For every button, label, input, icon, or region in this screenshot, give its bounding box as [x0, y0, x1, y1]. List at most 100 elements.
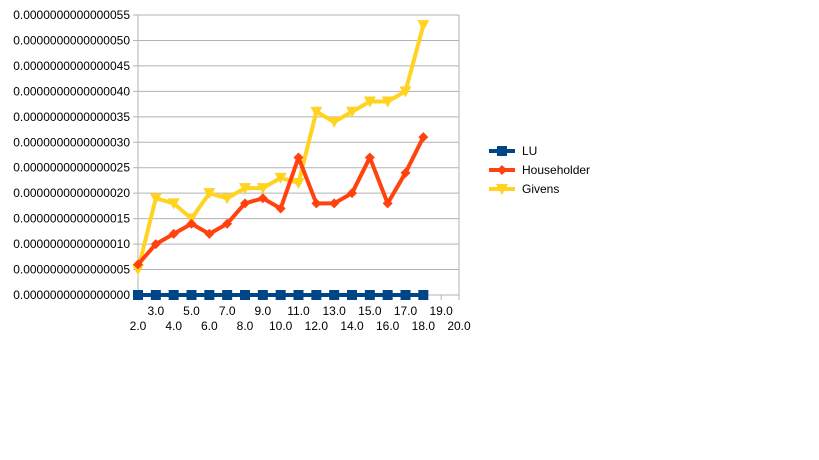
- data-point-lu: [186, 290, 197, 300]
- data-point-householder: [382, 198, 393, 209]
- x-tick-label: 20.0: [447, 319, 471, 333]
- x-tick-label: 6.0: [201, 319, 218, 333]
- data-point-householder: [275, 203, 286, 214]
- data-point-givens: [346, 106, 358, 118]
- data-point-householder: [133, 259, 143, 270]
- y-axis-tick-labels: 0.0000000000000000 0.0000000000000005 0.00…: [13, 8, 130, 302]
- data-point-lu: [204, 290, 215, 300]
- data-point-givens: [363, 96, 376, 108]
- data-point-lu: [364, 290, 375, 300]
- data-point-givens: [274, 172, 287, 184]
- data-point-householder: [418, 132, 429, 143]
- legend-item-lu: LU: [489, 144, 537, 158]
- y-tick-label: 0.0000000000000045: [13, 59, 130, 73]
- data-point-lu: [222, 290, 233, 300]
- data-point-householder: [222, 218, 233, 229]
- y-tick-label: 0.0000000000000030: [13, 135, 130, 149]
- data-point-givens: [132, 264, 144, 276]
- data-point-givens: [292, 178, 305, 189]
- series-layer: [132, 20, 430, 300]
- data-point-householder: [168, 228, 179, 239]
- y-tick-label: 0.0000000000000015: [13, 212, 130, 226]
- data-point-householder: [240, 198, 250, 209]
- x-tick-label: 19.0: [429, 304, 453, 318]
- y-tick-label: 0.0000000000000040: [13, 84, 130, 98]
- x-tick-label: 4.0: [165, 319, 182, 333]
- data-point-householder: [257, 193, 268, 204]
- legend-marker-givens: [496, 184, 508, 195]
- data-point-lu: [418, 290, 429, 300]
- legend-label-lu: LU: [522, 144, 537, 158]
- x-tick-label: 15.0: [358, 304, 382, 318]
- data-point-givens: [256, 183, 269, 195]
- series-lu: [133, 290, 429, 300]
- data-point-lu: [275, 290, 286, 300]
- series-givens: [132, 20, 430, 276]
- legend-label-givens: Givens: [522, 182, 559, 196]
- data-point-lu: [293, 290, 304, 300]
- y-tick-label: 0.0000000000000010: [13, 237, 130, 251]
- data-point-householder: [347, 188, 357, 199]
- data-point-householder: [204, 228, 215, 239]
- series-line-householder: [136, 136, 426, 266]
- x-tick-label: 13.0: [322, 304, 346, 318]
- data-point-lu: [240, 290, 250, 300]
- data-point-givens: [417, 20, 430, 32]
- data-point-lu: [150, 290, 161, 300]
- x-tick-label: 12.0: [305, 319, 329, 333]
- data-point-lu: [400, 290, 411, 300]
- y-tick-label: 0.0000000000000055: [13, 8, 130, 22]
- data-point-givens: [239, 183, 251, 195]
- x-tick-label: 7.0: [219, 304, 236, 318]
- data-point-lu: [257, 290, 268, 300]
- y-tick-label: 0.0000000000000005: [13, 263, 130, 277]
- data-point-givens: [399, 86, 412, 98]
- x-tick-label: 18.0: [412, 319, 436, 333]
- y-tick-label: 0.0000000000000025: [13, 161, 130, 175]
- data-point-givens: [381, 96, 394, 108]
- y-tick-label: 0.0000000000000020: [13, 186, 130, 200]
- data-point-householder: [311, 198, 322, 209]
- data-point-givens: [167, 198, 180, 210]
- y-tick-label: 0.0000000000000000: [13, 288, 130, 302]
- data-point-householder: [364, 152, 375, 163]
- x-tick-label: 14.0: [340, 319, 364, 333]
- data-point-lu: [133, 290, 143, 300]
- data-point-householder: [329, 198, 340, 209]
- data-point-householder: [150, 239, 161, 250]
- data-point-lu: [329, 290, 340, 300]
- data-point-lu: [382, 290, 393, 300]
- data-point-givens: [221, 193, 234, 205]
- x-tick-label: 16.0: [376, 319, 400, 333]
- x-axis-tick-labels: 2.03.04.05.06.07.08.09.010.011.012.013.0…: [130, 304, 471, 333]
- data-point-householder: [400, 167, 411, 178]
- data-point-givens: [310, 106, 323, 118]
- gridlines: [138, 14, 459, 296]
- x-tick-label: 8.0: [237, 319, 254, 333]
- x-tick-label: 5.0: [183, 304, 200, 318]
- x-tick-label: 3.0: [147, 304, 164, 318]
- x-tick-label: 10.0: [269, 319, 293, 333]
- data-point-lu: [168, 290, 179, 300]
- legend-item-householder: Householder: [489, 163, 590, 177]
- data-point-lu: [311, 290, 322, 300]
- series-householder: [133, 132, 429, 270]
- data-point-householder: [293, 152, 304, 163]
- series-line-givens: [136, 24, 426, 271]
- data-point-givens: [203, 188, 216, 200]
- legend-item-givens: Givens: [489, 182, 559, 196]
- data-point-givens: [149, 193, 162, 205]
- y-tick-label: 0.0000000000000050: [13, 33, 130, 47]
- x-tick-label: 17.0: [394, 304, 418, 318]
- x-tick-label: 2.0: [130, 319, 147, 333]
- x-tick-label: 9.0: [254, 304, 271, 318]
- data-point-lu: [347, 290, 357, 300]
- data-point-givens: [328, 116, 341, 128]
- legend: LU Householder Givens: [489, 144, 590, 196]
- y-tick-label: 0.0000000000000035: [13, 110, 130, 124]
- legend-marker-householder: [497, 165, 507, 175]
- data-point-householder: [186, 218, 197, 229]
- legend-marker-lu: [497, 146, 507, 156]
- x-tick-label: 11.0: [287, 304, 310, 318]
